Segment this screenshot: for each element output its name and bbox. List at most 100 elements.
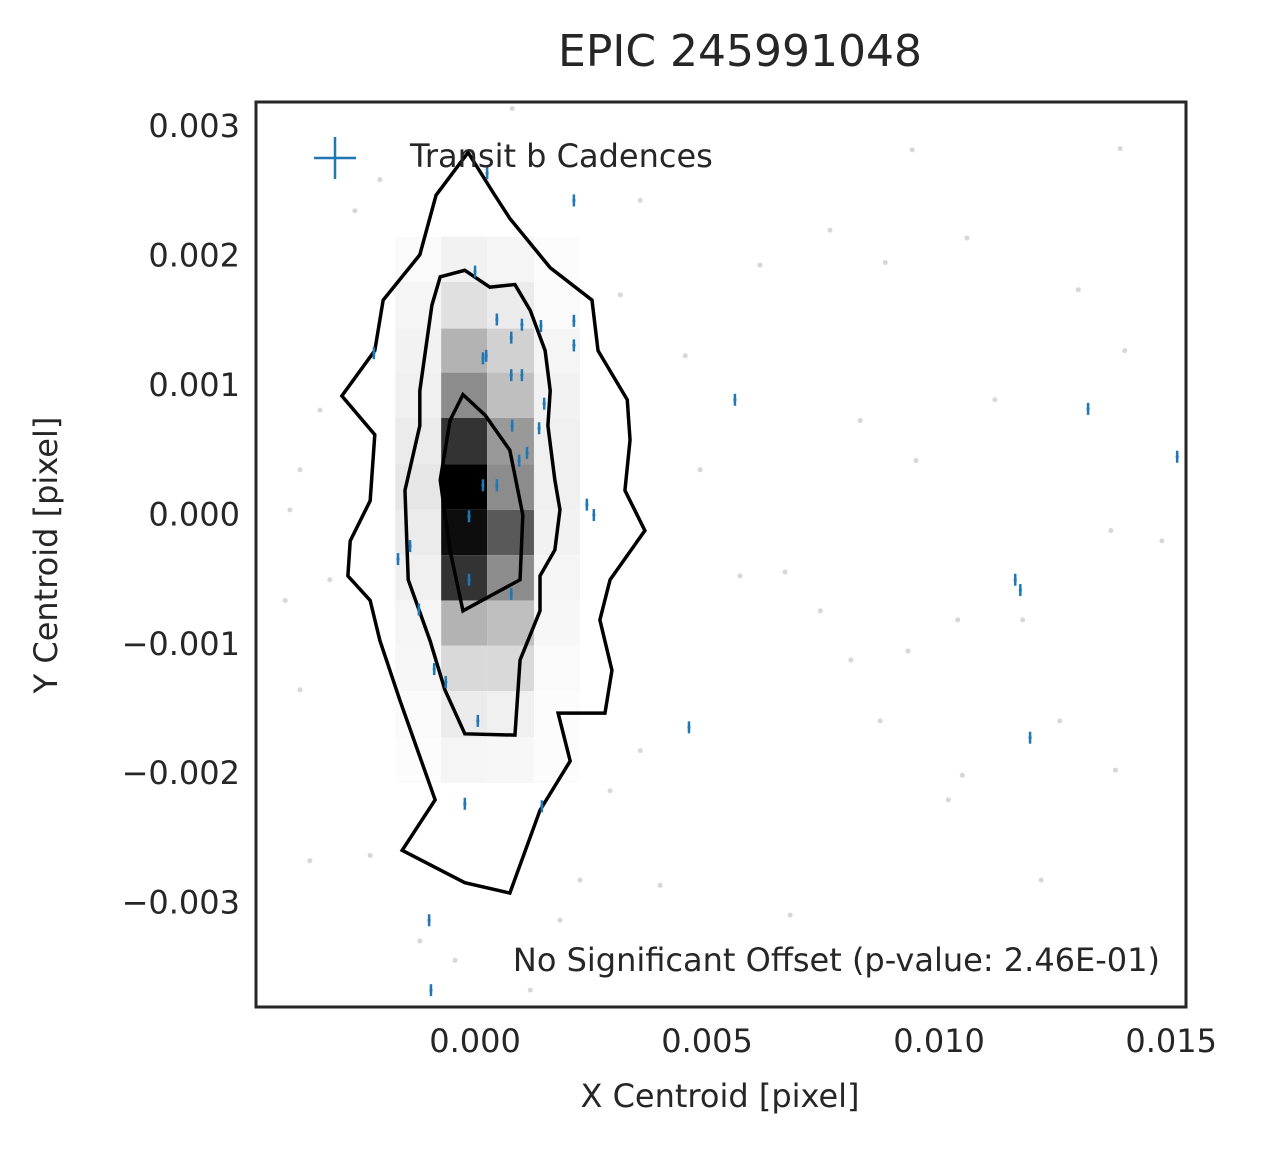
- y-tick-label: 0.001: [148, 366, 240, 404]
- background-point: [577, 877, 583, 883]
- transit-point: [509, 369, 513, 382]
- background-point: [782, 569, 788, 575]
- transit-point: [432, 663, 436, 676]
- y-tick-label: 0.000: [148, 495, 240, 533]
- background-point: [557, 917, 563, 923]
- legend-label: Transit b Cadences: [409, 137, 713, 175]
- background-point: [737, 573, 743, 579]
- transit-point: [481, 479, 485, 492]
- transit-point: [396, 553, 400, 566]
- density-cell: [441, 600, 488, 646]
- background-point: [913, 458, 919, 464]
- plot-frame: [254, 100, 1188, 1009]
- y-tick-label: −0.002: [122, 754, 240, 792]
- transit-point: [592, 509, 596, 522]
- transit-point: [572, 339, 576, 352]
- transit-point: [572, 194, 576, 207]
- background-point: [857, 417, 863, 423]
- contour: [403, 268, 562, 737]
- background-point: [905, 648, 911, 654]
- background-point: [1075, 287, 1081, 293]
- density-cell: [441, 328, 488, 373]
- transit-point: [485, 167, 489, 180]
- background-point: [827, 227, 833, 233]
- transit-point: [473, 265, 477, 278]
- background-point: [1020, 617, 1026, 623]
- density-cell: [533, 645, 580, 692]
- y-axis-label: Y Centroid [pixel]: [27, 417, 65, 695]
- transit-point: [585, 498, 589, 511]
- density-cell: [441, 281, 488, 329]
- background-point: [787, 912, 793, 918]
- transit-point: [687, 721, 691, 734]
- background-point: [282, 597, 288, 603]
- background-point: [877, 718, 883, 724]
- background-point: [1108, 528, 1114, 534]
- background-point: [417, 938, 423, 944]
- background-point: [964, 235, 970, 241]
- background-point: [367, 853, 373, 859]
- background-point: [657, 882, 663, 888]
- background-point: [1117, 146, 1123, 152]
- density-cell: [441, 555, 488, 601]
- background-point: [637, 197, 643, 203]
- density-cell: [395, 281, 442, 329]
- background-point: [607, 788, 613, 794]
- density-cell: [395, 691, 442, 738]
- y-tick-label: 0.002: [148, 236, 240, 274]
- density-cell: [533, 417, 580, 465]
- density-cell: [395, 328, 442, 373]
- background-point: [1038, 877, 1044, 883]
- density-cell: [533, 236, 580, 282]
- transit-point: [509, 331, 513, 344]
- transit-point: [463, 797, 467, 810]
- transit-point: [1028, 731, 1032, 744]
- annotation: No Significant Offset (p-value: 2.46E-01…: [513, 941, 1160, 979]
- transit-point: [495, 479, 499, 492]
- background-point: [327, 577, 333, 583]
- density-cell: [441, 464, 488, 510]
- density-cell: [533, 328, 580, 373]
- transit-point: [539, 319, 543, 332]
- transit-point: [427, 914, 431, 927]
- transit-point: [540, 800, 544, 813]
- transit-point: [572, 314, 576, 327]
- background-point: [509, 105, 515, 111]
- background-point: [527, 987, 533, 993]
- transit-point: [520, 318, 524, 331]
- background-point: [757, 262, 763, 268]
- transit-point: [1018, 584, 1022, 597]
- density-cell: [395, 555, 442, 601]
- background-point: [697, 467, 703, 473]
- background-point: [959, 772, 965, 778]
- density-cell: [487, 600, 534, 646]
- transit-point: [476, 714, 480, 727]
- background-point: [297, 467, 303, 473]
- y-tick-label: −0.003: [122, 884, 240, 922]
- density-cell: [487, 691, 534, 738]
- transit-point: [484, 349, 488, 362]
- transit-point: [372, 347, 376, 360]
- y-tick-label: −0.001: [122, 625, 240, 663]
- density-cell: [487, 236, 534, 282]
- transit-point: [1175, 450, 1179, 463]
- density-cell: [487, 464, 534, 510]
- background-point: [297, 687, 303, 693]
- transit-point: [510, 419, 514, 432]
- transit-point: [429, 984, 433, 997]
- y-tick-label: 0.003: [148, 107, 240, 145]
- transit-point: [408, 540, 412, 553]
- background-point: [682, 353, 688, 359]
- density-cell: [441, 737, 488, 784]
- background-point: [1122, 348, 1128, 354]
- transit-point: [520, 369, 524, 382]
- background-point: [1112, 767, 1118, 773]
- transit-point: [481, 352, 485, 365]
- chart-title: EPIC 245991048: [558, 26, 922, 77]
- plot-area: [282, 105, 1179, 997]
- background-point: [617, 292, 623, 298]
- density-cell: [487, 737, 534, 784]
- background-point: [352, 208, 358, 214]
- background-point: [1057, 718, 1063, 724]
- transit-point: [495, 313, 499, 326]
